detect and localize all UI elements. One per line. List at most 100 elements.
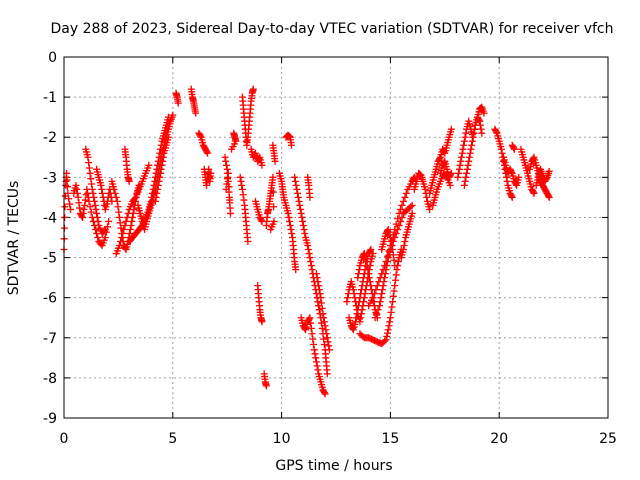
data-point bbox=[287, 141, 295, 149]
data-point bbox=[84, 153, 92, 161]
data-point bbox=[285, 132, 293, 140]
data-point bbox=[222, 185, 230, 193]
data-point bbox=[174, 99, 182, 107]
data-point bbox=[314, 278, 322, 286]
data-point bbox=[110, 185, 118, 193]
data-point bbox=[73, 185, 81, 193]
series-t7 bbox=[121, 145, 133, 185]
data-point bbox=[224, 169, 232, 177]
data-point bbox=[447, 125, 455, 133]
data-point bbox=[270, 203, 278, 211]
y-tick-label: -9 bbox=[43, 411, 57, 427]
plot-frame bbox=[63, 56, 609, 419]
series-t22 bbox=[260, 370, 270, 390]
data-point bbox=[244, 238, 252, 246]
data-point bbox=[101, 225, 109, 233]
data-point bbox=[471, 125, 479, 133]
data-point bbox=[402, 189, 410, 197]
x-tick-label: 10 bbox=[273, 431, 291, 447]
data-point bbox=[258, 318, 266, 326]
data-point bbox=[164, 133, 172, 141]
data-point bbox=[394, 225, 402, 233]
data-point bbox=[81, 201, 89, 209]
data-point bbox=[317, 299, 325, 307]
series-t18 bbox=[238, 85, 257, 149]
data-point bbox=[436, 155, 444, 163]
data-point bbox=[510, 145, 518, 153]
series-t44 bbox=[460, 113, 486, 189]
data-point bbox=[447, 171, 455, 179]
data-point bbox=[222, 161, 230, 169]
chart-title: Day 288 of 2023, Sidereal Day-to-day VTE… bbox=[50, 21, 613, 37]
data-point bbox=[370, 290, 378, 298]
data-point bbox=[204, 149, 212, 157]
data-point bbox=[398, 213, 406, 221]
data-point bbox=[312, 354, 320, 362]
data-point bbox=[475, 116, 483, 124]
data-point bbox=[462, 129, 470, 137]
data-point bbox=[118, 234, 126, 241]
data-point bbox=[362, 258, 370, 266]
series-t27 bbox=[291, 173, 331, 378]
data-point bbox=[461, 177, 469, 185]
series-t39 bbox=[410, 169, 434, 213]
data-point bbox=[286, 217, 294, 225]
data-point bbox=[238, 185, 246, 193]
y-tick-label: -7 bbox=[43, 331, 57, 347]
data-point bbox=[286, 133, 294, 141]
data-point bbox=[383, 262, 391, 270]
data-point bbox=[477, 125, 485, 133]
data-point bbox=[93, 209, 101, 217]
data-point bbox=[114, 203, 122, 211]
data-point bbox=[301, 324, 309, 332]
data-point bbox=[65, 195, 73, 203]
data-point bbox=[320, 314, 328, 322]
data-point bbox=[461, 133, 469, 141]
series-t50 bbox=[532, 165, 553, 189]
data-point bbox=[88, 185, 96, 193]
data-point bbox=[78, 213, 86, 221]
data-point bbox=[510, 144, 518, 152]
data-point bbox=[94, 234, 102, 241]
data-point bbox=[287, 225, 295, 233]
data-point bbox=[379, 282, 387, 290]
data-point bbox=[258, 161, 266, 169]
data-point bbox=[350, 290, 358, 298]
data-point bbox=[395, 221, 403, 229]
data-point bbox=[257, 216, 265, 224]
axis-ticks: 0 5 10 15 20 25 0 -1 -2 -3 -4 -5 -6 -7 -8 -9 bbox=[43, 50, 617, 447]
data-point bbox=[115, 208, 123, 216]
y-tick-label: -8 bbox=[43, 371, 57, 387]
data-point bbox=[355, 266, 363, 274]
data-point bbox=[384, 326, 392, 334]
data-point bbox=[286, 221, 294, 229]
data-point bbox=[151, 197, 159, 205]
y-tick-label: -4 bbox=[43, 210, 57, 226]
data-point bbox=[478, 129, 486, 137]
data-point bbox=[91, 201, 99, 209]
data-point bbox=[313, 274, 321, 282]
data-point bbox=[467, 145, 475, 153]
data-point bbox=[390, 256, 398, 264]
data-point bbox=[381, 274, 389, 282]
data-point bbox=[381, 270, 389, 278]
data-point bbox=[381, 337, 389, 345]
data-point bbox=[299, 221, 307, 229]
data-point bbox=[86, 169, 94, 177]
data-point bbox=[322, 326, 330, 334]
data-point bbox=[97, 181, 105, 189]
data-point bbox=[465, 153, 473, 161]
data-point bbox=[365, 270, 373, 278]
series-t12 bbox=[187, 85, 200, 117]
data-point bbox=[359, 278, 367, 286]
data-point bbox=[294, 189, 302, 197]
data-point bbox=[100, 227, 108, 235]
data-point bbox=[239, 191, 247, 199]
data-point bbox=[394, 258, 402, 266]
data-point bbox=[67, 205, 75, 213]
series-t38 bbox=[397, 209, 416, 262]
data-point bbox=[240, 196, 248, 204]
data-point bbox=[226, 196, 234, 204]
data-point bbox=[468, 141, 476, 149]
y-tick-label: -3 bbox=[43, 170, 57, 186]
